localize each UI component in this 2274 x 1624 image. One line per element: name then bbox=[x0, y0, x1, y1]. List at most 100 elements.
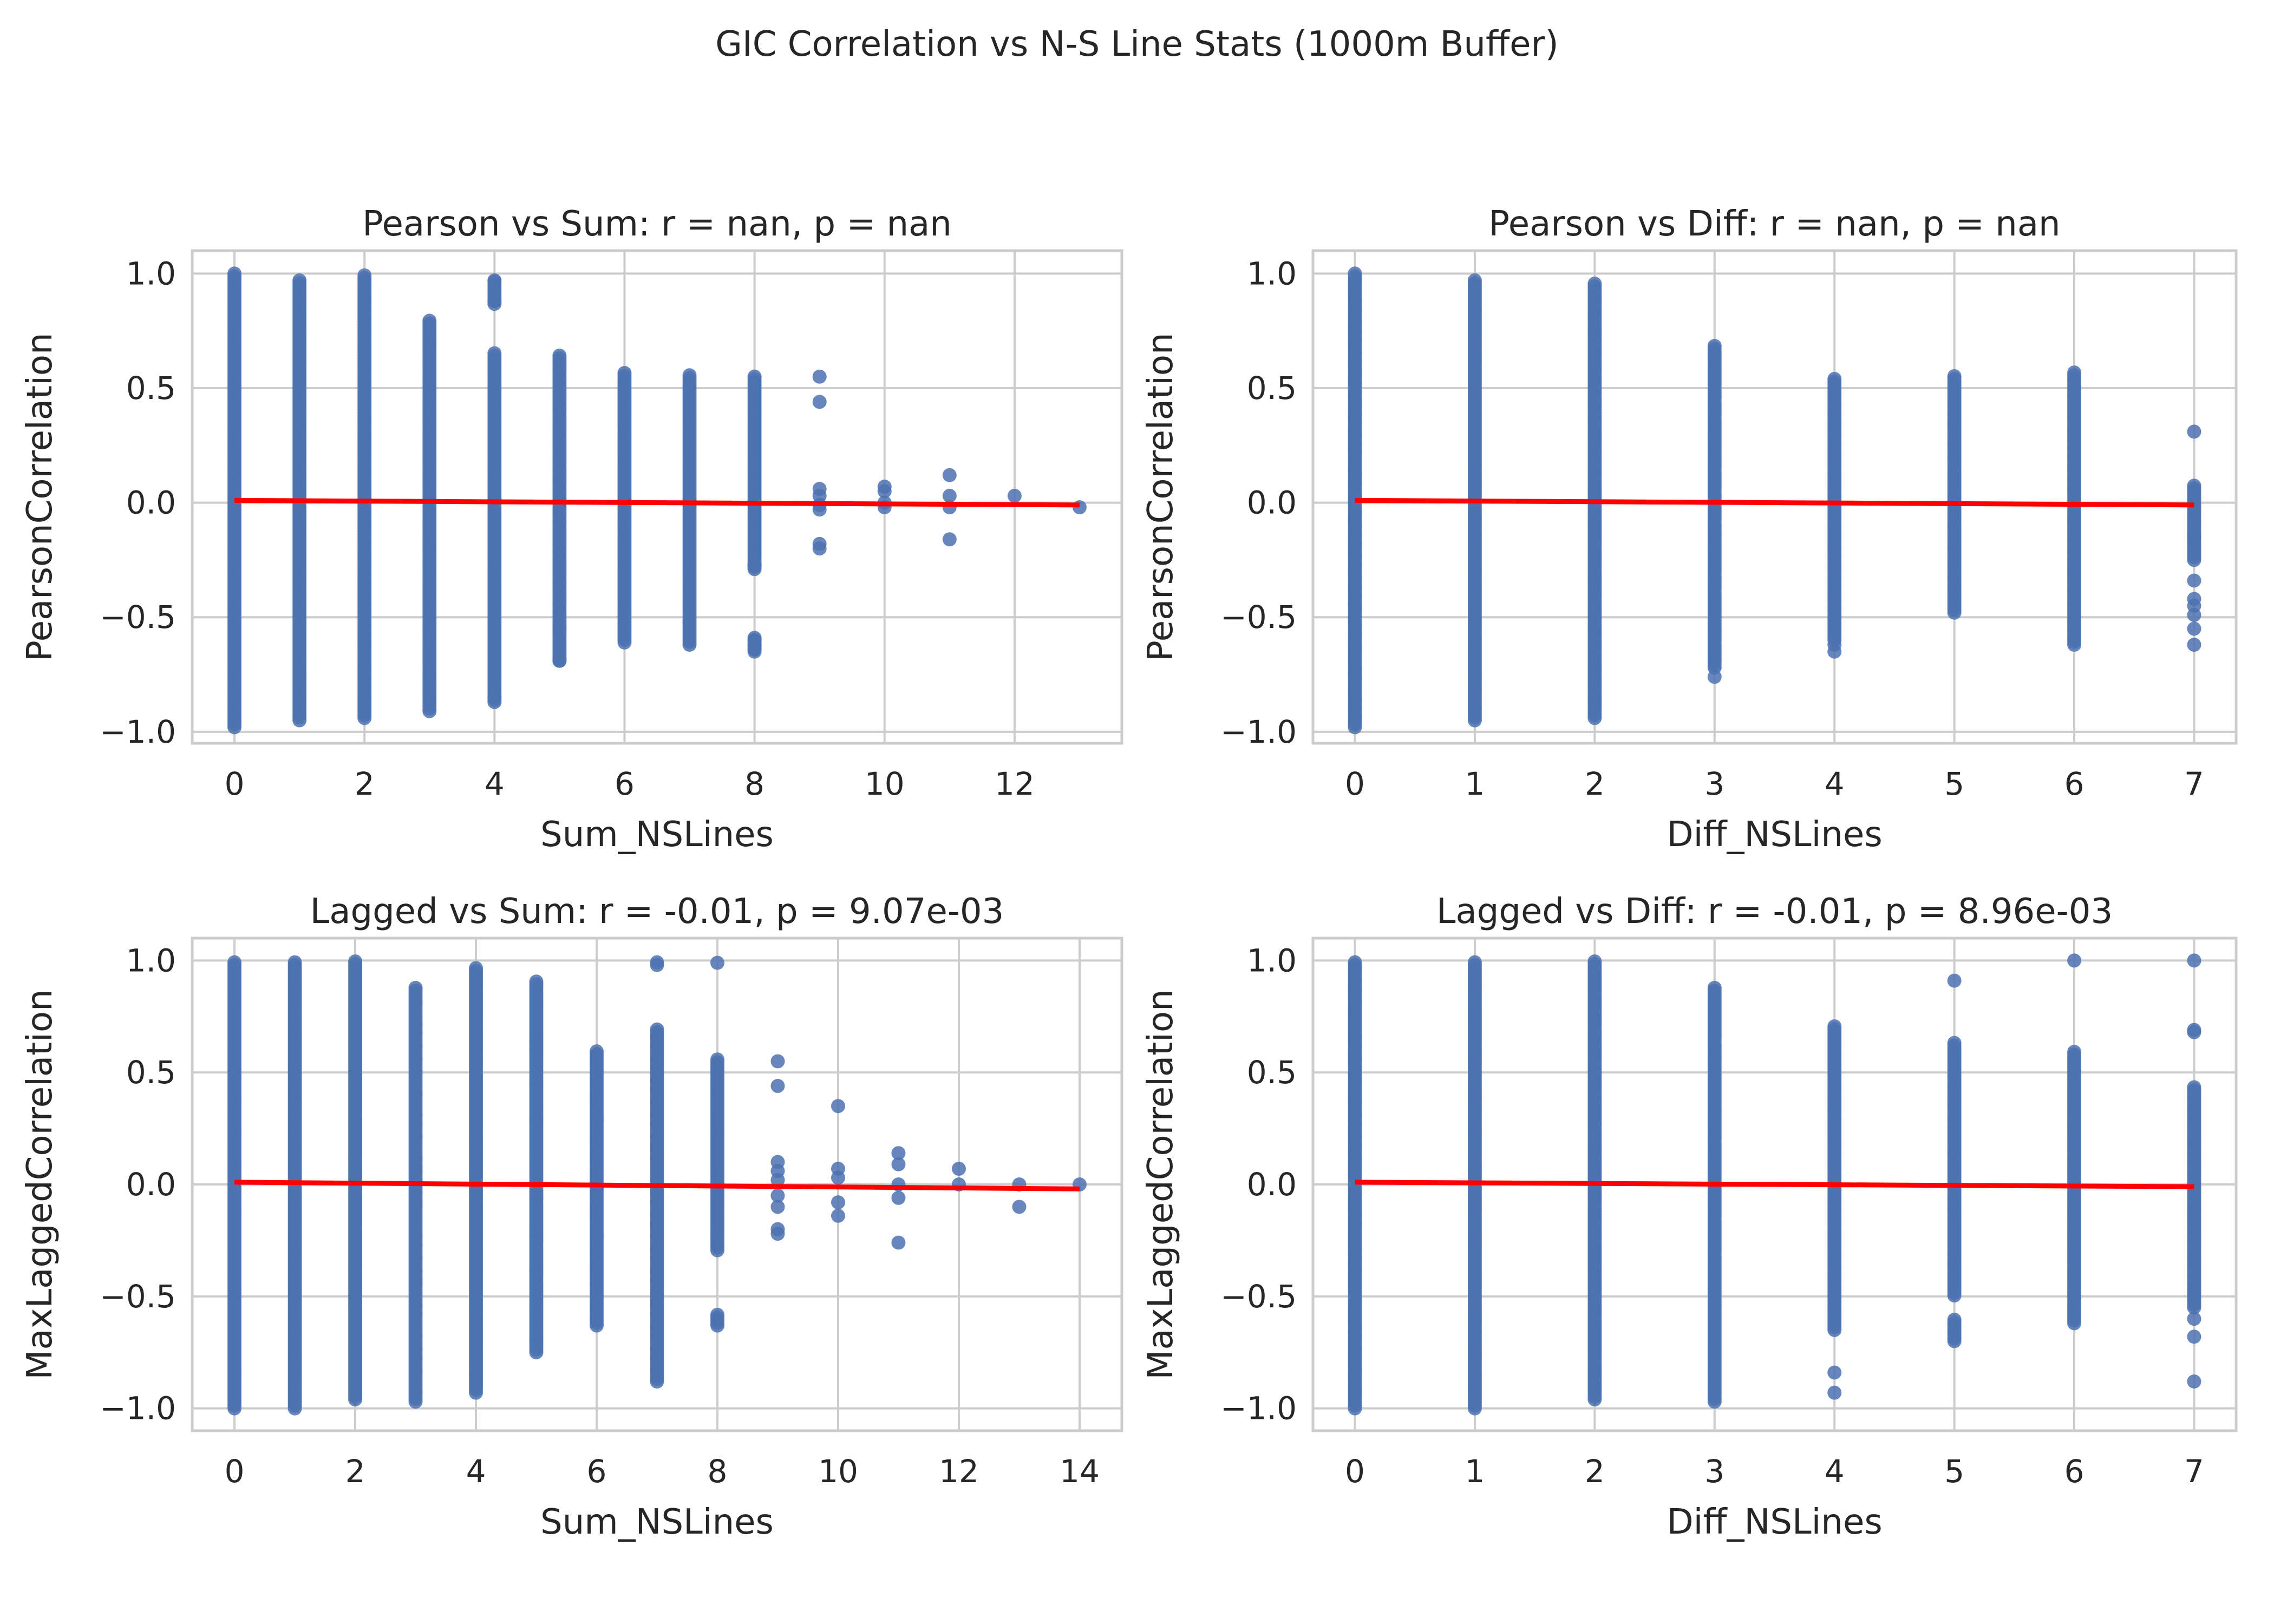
x-tick-label: 0 bbox=[1345, 1453, 1365, 1490]
data-point bbox=[1827, 372, 1842, 387]
data-point bbox=[469, 961, 483, 975]
x-tick-label: 8 bbox=[744, 765, 764, 802]
data-point bbox=[710, 1052, 724, 1067]
data-point bbox=[2187, 1025, 2201, 1039]
data-point bbox=[552, 348, 567, 363]
data-point bbox=[1827, 1019, 1842, 1033]
data-point bbox=[2187, 607, 2201, 622]
data-point bbox=[942, 488, 957, 503]
data-point bbox=[891, 1190, 906, 1205]
y-tick-label: 0.0 bbox=[126, 1166, 176, 1203]
data-point bbox=[1587, 276, 1602, 291]
y-tick-label: −1.0 bbox=[1220, 1390, 1297, 1427]
x-tick-label: 8 bbox=[708, 1453, 728, 1490]
data-point bbox=[1467, 955, 1482, 970]
data-point bbox=[951, 1162, 966, 1176]
data-point bbox=[682, 368, 697, 383]
data-point bbox=[357, 268, 372, 283]
data-point bbox=[1348, 955, 1362, 970]
x-tick-label: 4 bbox=[1825, 765, 1845, 802]
data-point bbox=[747, 642, 762, 657]
data-point bbox=[812, 502, 827, 517]
x-tick-label: 5 bbox=[1944, 1453, 1964, 1490]
y-tick-label: 0.0 bbox=[126, 484, 176, 521]
x-tick-label: 3 bbox=[1704, 1453, 1724, 1490]
data-point bbox=[2187, 573, 2201, 588]
x-tick-label: 12 bbox=[939, 1453, 979, 1490]
x-tick-label: 0 bbox=[225, 1453, 245, 1490]
data-point bbox=[1707, 670, 1722, 684]
data-point bbox=[1348, 266, 1362, 281]
data-point bbox=[487, 273, 502, 288]
y-tick-label: 0.5 bbox=[1247, 1054, 1297, 1091]
data-point bbox=[227, 955, 242, 970]
data-point bbox=[227, 266, 242, 281]
data-point bbox=[2067, 1045, 2082, 1059]
data-point bbox=[1947, 1036, 1962, 1050]
x-tick-label: 4 bbox=[485, 765, 505, 802]
data-point bbox=[1012, 1200, 1027, 1214]
x-tick-label: 3 bbox=[1704, 765, 1724, 802]
data-point bbox=[292, 273, 307, 288]
data-point bbox=[408, 980, 423, 995]
y-tick-label: 0.5 bbox=[126, 370, 176, 407]
x-tick-label: 1 bbox=[1465, 1453, 1485, 1490]
data-point bbox=[2187, 621, 2201, 636]
data-point bbox=[891, 1157, 906, 1171]
subplot-title: Pearson vs Diff: r = nan, p = nan bbox=[1488, 204, 2060, 244]
x-tick-label: 6 bbox=[615, 765, 635, 802]
data-point bbox=[2187, 638, 2201, 652]
data-point bbox=[552, 653, 567, 668]
figure-title: GIC Correlation vs N-S Line Stats (1000m… bbox=[715, 24, 1559, 64]
data-point bbox=[2187, 1080, 2201, 1095]
axes-frame bbox=[1311, 249, 2238, 745]
data-point bbox=[487, 346, 502, 361]
data-point bbox=[1947, 369, 1962, 383]
data-point bbox=[2067, 953, 2082, 968]
x-tick-label: 0 bbox=[225, 765, 245, 802]
data-point bbox=[2187, 953, 2201, 968]
y-tick-label: 1.0 bbox=[1247, 942, 1297, 979]
data-point bbox=[747, 369, 762, 384]
subplot-title: Lagged vs Diff: r = -0.01, p = 8.96e-03 bbox=[1436, 892, 2113, 932]
data-point bbox=[942, 532, 957, 547]
data-point bbox=[831, 1208, 845, 1223]
data-point bbox=[770, 1054, 785, 1069]
x-tick-label: 1 bbox=[1465, 765, 1485, 802]
x-tick-label: 6 bbox=[2064, 765, 2084, 802]
data-point bbox=[1827, 644, 1842, 659]
y-tick-label: −0.5 bbox=[100, 599, 176, 636]
x-tick-label: 2 bbox=[355, 765, 375, 802]
data-point bbox=[710, 955, 724, 970]
y-tick-label: 0.0 bbox=[1247, 484, 1297, 521]
data-point bbox=[942, 468, 957, 482]
y-tick-label: 1.0 bbox=[126, 255, 176, 292]
data-point bbox=[552, 621, 567, 636]
y-tick-label: 1.0 bbox=[126, 942, 176, 979]
data-point bbox=[617, 366, 632, 381]
x-axis-label: Sum_NSLines bbox=[540, 815, 774, 855]
regression-line bbox=[234, 497, 1080, 508]
data-point bbox=[891, 1235, 906, 1250]
y-axis-label: MaxLaggedCorrelation bbox=[1141, 989, 1181, 1379]
x-tick-label: 7 bbox=[2184, 1453, 2204, 1490]
data-point bbox=[529, 974, 544, 989]
data-point bbox=[2067, 365, 2082, 380]
x-axis-label: Diff_NSLines bbox=[1667, 1502, 1882, 1542]
y-tick-label: 1.0 bbox=[1247, 255, 1297, 292]
data-point bbox=[2187, 1374, 2201, 1389]
data-point bbox=[1707, 339, 1722, 353]
data-point bbox=[590, 1044, 604, 1059]
x-tick-label: 5 bbox=[1944, 765, 1964, 802]
y-tick-label: 0.0 bbox=[1247, 1166, 1297, 1203]
data-point bbox=[1007, 488, 1022, 503]
data-point bbox=[1827, 1365, 1842, 1380]
data-point bbox=[1587, 954, 1602, 969]
x-tick-label: 4 bbox=[466, 1453, 486, 1490]
y-axis-label: PearsonCorrelation bbox=[20, 332, 60, 661]
axes-frame bbox=[191, 249, 1123, 745]
